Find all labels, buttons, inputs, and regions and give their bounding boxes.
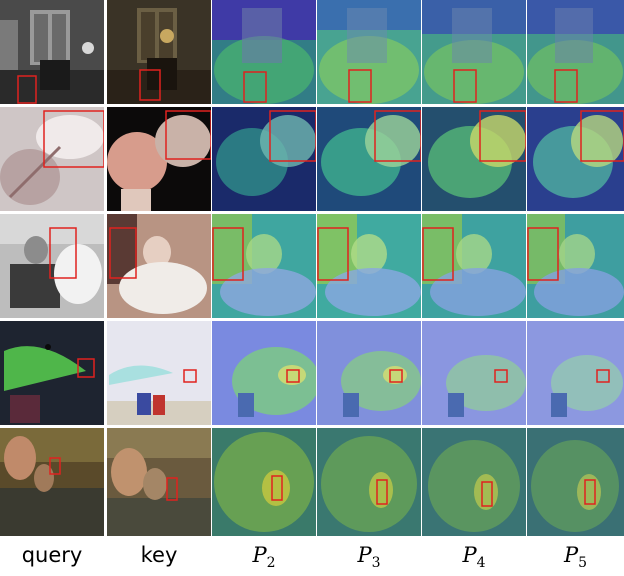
row3-key-image [107, 214, 211, 318]
row3-p4-svg [422, 214, 526, 318]
row1-query-image [0, 0, 104, 104]
row5-p4-svg [422, 428, 526, 536]
row3-p5-svg [527, 214, 624, 318]
row1-p3-svg [317, 0, 421, 104]
label-p4: P4 [462, 543, 486, 572]
row3-p5-image [527, 214, 624, 318]
row5-p3-image [317, 428, 421, 536]
row2-p4-svg [422, 107, 526, 211]
label-p5: P5 [563, 543, 588, 572]
row5-query-image [0, 428, 104, 536]
row4-key-image [107, 321, 211, 425]
row2-query-svg [0, 107, 104, 211]
row4-key-svg [107, 321, 211, 425]
row4-query-image [0, 321, 104, 425]
row2-query-image [0, 107, 104, 211]
row4-p5-image [527, 321, 624, 425]
row5-p2-svg [212, 428, 316, 536]
label-p2: P2 [252, 543, 276, 572]
row4-p4-svg [422, 321, 526, 425]
row1-key-svg [107, 0, 211, 104]
row5-p2-image [212, 428, 316, 536]
row3-p3-svg [317, 214, 421, 318]
row3-p4-image [422, 214, 526, 318]
row1-key-image [107, 0, 211, 104]
row1-query-svg [0, 0, 104, 104]
row2-p5-image [527, 107, 624, 211]
row3-key-svg [107, 214, 211, 318]
row2-p3-svg [317, 107, 421, 211]
row3-query-image [0, 214, 104, 318]
label-key: key [140, 543, 178, 567]
row2-p3-image [317, 107, 421, 211]
row1-p2-image [212, 0, 316, 104]
row2-p4-image [422, 107, 526, 211]
label-p3: P3 [357, 543, 381, 572]
row2-p2-svg [212, 107, 316, 211]
label-query: query [21, 543, 83, 567]
row5-p4-image [422, 428, 526, 536]
row5-key-svg [107, 428, 211, 536]
row3-query-svg [0, 214, 104, 318]
row3-p2-image [212, 214, 316, 318]
row3-p3-image [317, 214, 421, 318]
row4-p5-svg [527, 321, 624, 425]
row5-key-image [107, 428, 211, 536]
row4-p4-image [422, 321, 526, 425]
row2-key-image [107, 107, 211, 211]
row4-p3-image [317, 321, 421, 425]
row1-p4-svg [422, 0, 526, 104]
row2-p2-image [212, 107, 316, 211]
row2-p5-svg [527, 107, 624, 211]
row3-p2-svg [212, 214, 316, 318]
row5-p5-svg [527, 428, 624, 536]
row1-p5-svg [527, 0, 624, 104]
row4-p2-image [212, 321, 316, 425]
row4-p2-svg [212, 321, 316, 425]
row4-query-svg [0, 321, 104, 425]
row1-p4-image [422, 0, 526, 104]
row1-p2-svg [212, 0, 316, 104]
row1-p3-image [317, 0, 421, 104]
row5-query-svg [0, 428, 104, 536]
row1-p5-image [527, 0, 624, 104]
row5-p3-svg [317, 428, 421, 536]
row4-p3-svg [317, 321, 421, 425]
column-labels: query key P2 P3 P4 P5 [0, 536, 624, 571]
row2-key-svg [107, 107, 211, 211]
figure-grid [0, 0, 624, 536]
row5-p5-image [527, 428, 624, 536]
